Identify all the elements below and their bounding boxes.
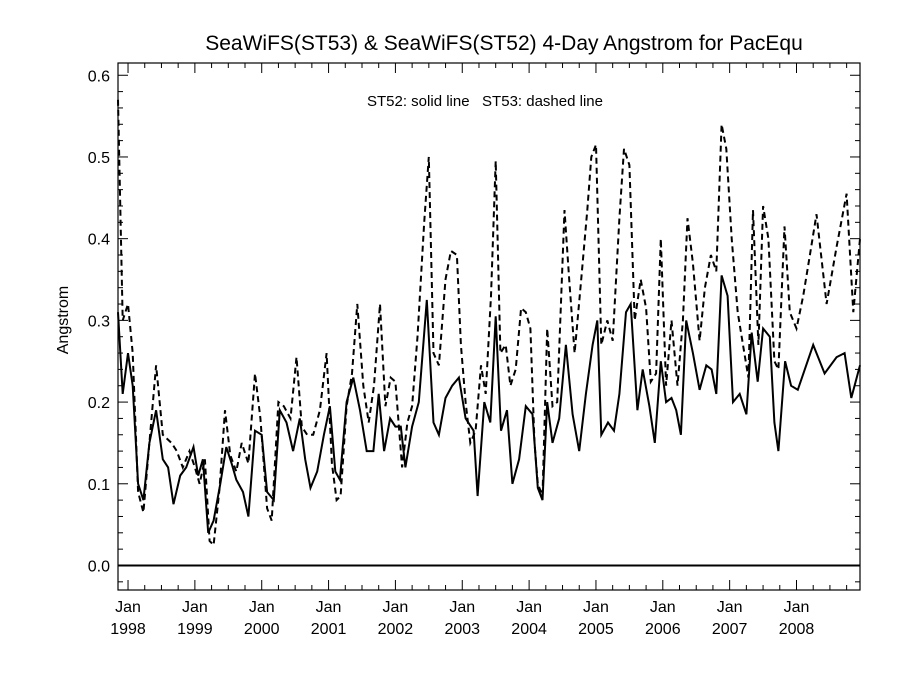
x-tick-year: 2003: [444, 621, 480, 638]
series-line-st53: [117, 99, 861, 548]
x-tick-month: Jan: [717, 599, 743, 616]
x-tick-month: Jan: [650, 599, 676, 616]
x-tick-year: 2000: [244, 621, 280, 638]
x-tick-month: Jan: [182, 599, 208, 616]
x-tick-year: 1999: [177, 621, 213, 638]
y-tick-label: 0.0: [88, 558, 110, 575]
series-style-note: ST52: solid line ST53: dashed line: [367, 93, 603, 110]
x-tick-year: 2001: [311, 621, 347, 638]
y-tick-label: 0.3: [88, 313, 110, 330]
x-tick-month: Jan: [784, 599, 810, 616]
x-tick-month: Jan: [249, 599, 275, 616]
y-tick-label: 0.4: [88, 232, 110, 249]
x-tick-month: Jan: [516, 599, 542, 616]
x-tick-year: 1998: [110, 621, 146, 638]
x-tick-year: 2002: [378, 621, 414, 638]
x-tick-month: Jan: [583, 599, 609, 616]
x-tick-year: 2008: [779, 621, 815, 638]
x-tick-year: 2006: [645, 621, 681, 638]
x-tick-month: Jan: [383, 599, 409, 616]
plot-frame: [117, 62, 861, 591]
y-tick-label: 0.5: [88, 150, 110, 167]
x-tick-year: 2005: [578, 621, 614, 638]
x-tick-month: Jan: [449, 599, 475, 616]
y-tick-label: 0.2: [88, 395, 110, 412]
y-tick-label: 0.1: [88, 477, 110, 494]
series-line-st52: [117, 275, 861, 534]
y-tick-label: 0.6: [88, 68, 110, 85]
x-tick-month: Jan: [316, 599, 342, 616]
x-tick-year: 2004: [511, 621, 547, 638]
x-tick-month: Jan: [115, 599, 141, 616]
chart-title: SeaWiFS(ST53) & SeaWiFS(ST52) 4-Day Angs…: [205, 32, 803, 55]
x-tick-year: 2007: [712, 621, 748, 638]
y-axis-label: Angstrom: [55, 286, 72, 354]
series-layer: [117, 99, 861, 567]
axes-layer: 0.0 0.1 0.2 0.3 0.4 0.5 0.6 Jan 1998 Jan 1999 Jan 20…: [88, 63, 860, 638]
